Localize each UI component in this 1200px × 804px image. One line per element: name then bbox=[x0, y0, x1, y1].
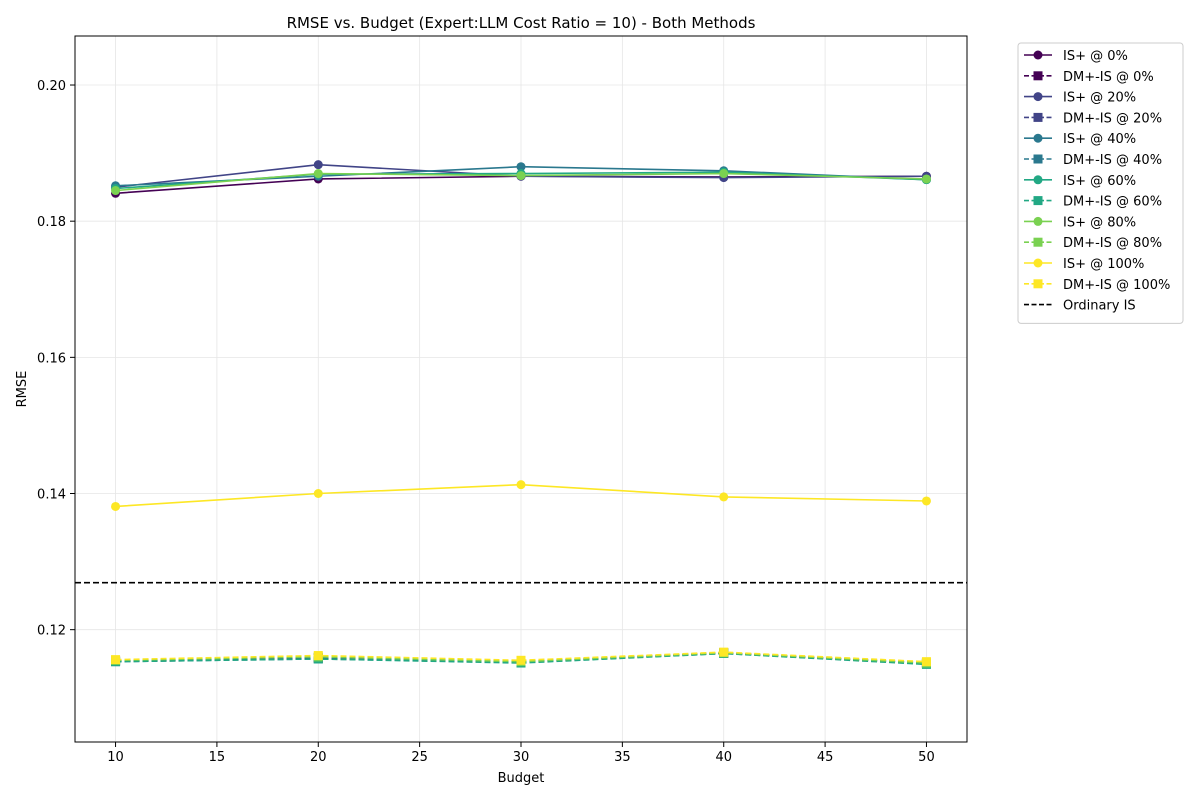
y-tick-label: 0.14 bbox=[37, 488, 66, 503]
legend-label: IS+ @ 100% bbox=[1063, 257, 1144, 272]
grid-lines bbox=[75, 36, 967, 742]
series-group bbox=[111, 480, 931, 511]
legend-label: IS+ @ 60% bbox=[1063, 174, 1136, 189]
data-point-circle bbox=[111, 501, 121, 511]
data-point-circle bbox=[313, 160, 323, 170]
y-tick-label: 0.20 bbox=[37, 79, 66, 94]
x-tick-label: 45 bbox=[817, 750, 834, 765]
x-tick-label: 20 bbox=[310, 750, 327, 765]
data-point-circle bbox=[921, 174, 931, 184]
legend-marker-square bbox=[1033, 196, 1043, 206]
x-tick-label: 15 bbox=[209, 750, 226, 765]
legend-marker-circle bbox=[1033, 175, 1043, 185]
legend-label: Ordinary IS bbox=[1063, 299, 1136, 314]
data-point-circle bbox=[516, 171, 526, 181]
legend-label: DM+-IS @ 20% bbox=[1063, 111, 1162, 126]
data-point-circle bbox=[921, 496, 931, 506]
data-point-circle bbox=[516, 480, 526, 490]
data-point-circle bbox=[719, 169, 729, 179]
data-point-square bbox=[516, 655, 526, 665]
x-tick-label: 25 bbox=[411, 750, 428, 765]
legend-marker-circle bbox=[1033, 216, 1043, 226]
x-tick-label: 35 bbox=[614, 750, 631, 765]
x-axis-label: Budget bbox=[498, 771, 545, 786]
x-tick-label: 40 bbox=[715, 750, 732, 765]
data-point-circle bbox=[719, 492, 729, 502]
data-point-circle bbox=[516, 162, 526, 172]
x-tick-label: 50 bbox=[918, 750, 935, 765]
y-axis-label: RMSE bbox=[15, 371, 30, 408]
data-point-square bbox=[111, 655, 121, 665]
data-point-square bbox=[313, 651, 323, 661]
legend-marker-square bbox=[1033, 71, 1043, 81]
y-tick-label: 0.18 bbox=[37, 215, 66, 230]
legend-label: IS+ @ 20% bbox=[1063, 91, 1136, 106]
data-point-circle bbox=[313, 169, 323, 179]
legend-label: DM+-IS @ 100% bbox=[1063, 278, 1170, 293]
x-tick-label: 10 bbox=[107, 750, 124, 765]
series-lines bbox=[111, 160, 931, 669]
x-tick-label: 30 bbox=[513, 750, 530, 765]
chart-title: RMSE vs. Budget (Expert:LLM Cost Ratio =… bbox=[287, 14, 756, 32]
data-point-circle bbox=[111, 186, 121, 196]
data-point-square bbox=[921, 657, 931, 667]
legend-box bbox=[1017, 42, 1184, 324]
data-point-circle bbox=[313, 489, 323, 499]
legend-label: DM+-IS @ 80% bbox=[1063, 236, 1162, 251]
legend-label: IS+ @ 0% bbox=[1063, 49, 1128, 64]
y-tick-label: 0.16 bbox=[37, 351, 66, 366]
y-tick-label: 0.12 bbox=[37, 624, 66, 639]
axes: 10 15 20 25 30 35 40 45 50 0.12 0.14 0.16 0.18 0.20 bbox=[37, 79, 935, 765]
series-group bbox=[111, 647, 931, 667]
legend: IS+ @ 0% DM+-IS @ 0% IS+ @ 20% DM+-IS @ 20%… bbox=[1017, 42, 1184, 324]
legend-marker-square bbox=[1033, 237, 1043, 247]
legend-label: DM+-IS @ 40% bbox=[1063, 153, 1162, 168]
legend-marker-square bbox=[1033, 154, 1043, 164]
legend-label: DM+-IS @ 0% bbox=[1063, 70, 1154, 85]
data-point-square bbox=[719, 647, 729, 657]
legend-marker-circle bbox=[1033, 133, 1043, 143]
legend-marker-circle bbox=[1033, 50, 1043, 60]
legend-label: DM+-IS @ 60% bbox=[1063, 195, 1162, 210]
series-group bbox=[111, 169, 931, 196]
legend-label: IS+ @ 80% bbox=[1063, 215, 1136, 230]
legend-marker-square bbox=[1033, 112, 1043, 122]
legend-label: IS+ @ 40% bbox=[1063, 132, 1136, 147]
legend-marker-circle bbox=[1033, 258, 1043, 268]
legend-marker-circle bbox=[1033, 92, 1043, 102]
legend-marker-square bbox=[1033, 279, 1043, 289]
